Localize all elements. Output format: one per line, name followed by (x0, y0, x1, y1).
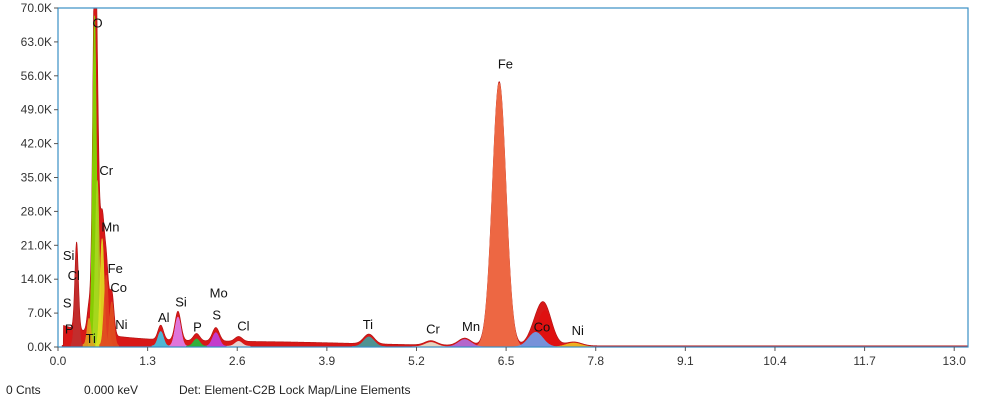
element-label-mn: Mn (462, 319, 480, 334)
x-tick-label: 0.0 (50, 354, 67, 368)
peak-co-6 (104, 301, 119, 348)
y-tick-label: 35.0K (21, 171, 52, 185)
peak-al-10 (151, 331, 170, 348)
peak-ti-13 (351, 336, 387, 348)
element-label-cr: Cr (99, 163, 113, 178)
element-label-fe: Fe (498, 57, 513, 72)
peak-si-9 (168, 316, 188, 348)
element-label-ti: Ti (86, 331, 96, 346)
y-tick-label: 14.0K (21, 272, 52, 286)
peak-cr-14 (411, 342, 451, 348)
element-label-s: S (212, 307, 221, 322)
element-label-si: Si (63, 248, 75, 263)
element-label-co: Co (534, 320, 551, 335)
element-label-cl: Cl (237, 319, 249, 334)
y-tick-label: 0.0K (27, 340, 52, 354)
y-tick-label: 42.0K (21, 137, 52, 151)
y-tick-label: 7.0K (27, 306, 52, 320)
x-tick-label: 3.9 (319, 354, 336, 368)
y-tick-label: 56.0K (21, 69, 52, 83)
element-label-o: O (92, 15, 102, 30)
element-label-ni: Ni (115, 317, 127, 332)
element-label-ni: Ni (572, 323, 584, 338)
eds-spectrum-chart[interactable]: 0.0K 7.0K 14.0K 21.0K 28.0K 35.0K 42.0K 49.0K 56… (0, 0, 1000, 372)
cursor-energy-readout: 0.000 keV (84, 383, 139, 397)
element-label-mo: Mo (210, 286, 228, 301)
element-label-mn: Mn (101, 220, 119, 235)
element-label-cl: Cl (68, 268, 80, 283)
element-label-s: S (63, 295, 72, 310)
peak-mn-15 (444, 339, 487, 348)
x-tick-label: 11.7 (853, 354, 876, 368)
x-tick-label: 13.0 (943, 354, 967, 368)
y-tick-label: 28.0K (21, 204, 52, 218)
element-label-ti: Ti (363, 317, 373, 332)
spectrum-plot-svg: 0.0K 7.0K 14.0K 21.0K 28.0K 35.0K 42.0K 49.0K 56… (21, 1, 969, 368)
element-label-fe: Fe (108, 261, 123, 276)
element-label-si: Si (175, 294, 187, 309)
y-tick-label: 70.0K (21, 1, 52, 15)
spectrum-area (61, 7, 969, 348)
x-tick-label: 7.8 (587, 354, 604, 368)
element-label-co: Co (110, 280, 127, 295)
x-tick-label: 9.1 (677, 354, 694, 368)
y-tick-label: 49.0K (21, 103, 52, 117)
detector-info: Det: Element-C2B Lock Map/Line Elements (179, 383, 411, 397)
y-tick-label: 21.0K (21, 238, 52, 252)
element-label-cr: Cr (426, 321, 440, 336)
x-tick-label: 5.2 (408, 354, 425, 368)
element-label-p: P (193, 320, 202, 335)
peak-co-17 (512, 332, 560, 348)
peak-p-11 (186, 338, 208, 348)
peak-ti-7 (82, 317, 96, 348)
x-tick-label: 10.4 (763, 354, 787, 368)
element-label-al: Al (158, 310, 170, 325)
peak-mo-8 (204, 332, 228, 348)
peak-cl-12 (226, 341, 251, 348)
element-label-p: P (65, 321, 74, 336)
y-tick-label: 63.0K (21, 35, 52, 49)
cursor-counts-readout: 0 Cnts (6, 383, 41, 397)
status-bar: 0 Cnts 0.000 keV Det: Element-C2B Lock M… (0, 380, 1000, 400)
peak-si-4 (70, 256, 83, 348)
x-tick-label: 6.5 (498, 354, 515, 368)
x-tick-label: 2.6 (229, 354, 246, 368)
peak-fe-1 (477, 82, 522, 348)
x-tick-label: 1.3 (139, 354, 156, 368)
